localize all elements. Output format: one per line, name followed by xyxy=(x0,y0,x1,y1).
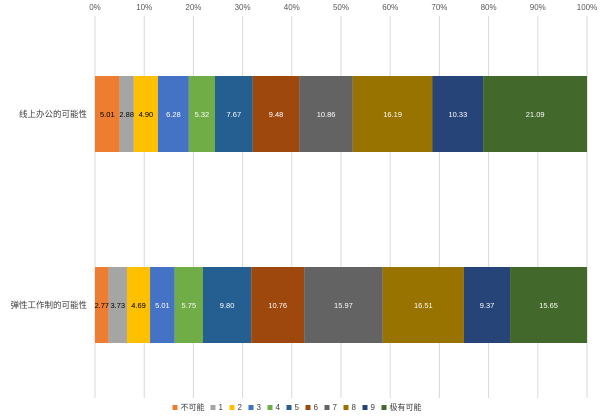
x-tick-label: 100% xyxy=(577,3,597,12)
bar-segment xyxy=(95,76,120,152)
legend-label: 不可能 xyxy=(181,402,205,412)
data-label: 9.37 xyxy=(480,301,495,310)
legend-swatch xyxy=(362,405,368,410)
legend-swatch xyxy=(210,405,216,410)
bar-segment xyxy=(299,76,353,152)
legend-label: 8 xyxy=(352,403,357,412)
bar-segment xyxy=(252,76,300,152)
bar-segment xyxy=(382,267,464,343)
bar-segment xyxy=(202,267,252,343)
bar-segment xyxy=(251,267,305,343)
data-label: 7.67 xyxy=(227,110,242,119)
bar-segment xyxy=(126,267,151,343)
x-tick-label: 0% xyxy=(89,3,101,12)
legend-swatch xyxy=(172,405,178,410)
legend-swatch xyxy=(229,405,235,410)
legend-swatch xyxy=(324,405,330,410)
data-label: 15.65 xyxy=(539,301,558,310)
bar-segment xyxy=(119,76,134,152)
data-label: 9.80 xyxy=(220,301,235,310)
x-tick-label: 10% xyxy=(136,3,152,12)
bar-segment xyxy=(214,76,253,152)
legend: 不可能 1 2 3 4 5 6 7 8 9 极有可能 xyxy=(172,402,422,412)
data-label: 10.86 xyxy=(317,110,336,119)
category-label: 弹性工作制的可能性 xyxy=(10,300,87,310)
legend-label: 4 xyxy=(276,403,281,412)
bar-segment xyxy=(352,76,433,152)
data-label: 15.97 xyxy=(334,301,353,310)
category-label: 线上办公的可能性 xyxy=(19,109,88,119)
x-tick-label: 30% xyxy=(235,3,251,12)
data-label: 3.73 xyxy=(110,301,125,310)
bar-segment xyxy=(108,267,127,343)
bar-segment xyxy=(510,267,588,343)
x-tick-label: 60% xyxy=(382,3,398,12)
legend-label: 6 xyxy=(314,403,319,412)
bar-segment xyxy=(188,76,215,152)
legend-swatch xyxy=(248,405,254,410)
x-tick-label: 50% xyxy=(333,3,349,12)
data-label: 5.75 xyxy=(182,301,197,310)
x-tick-label: 90% xyxy=(530,3,546,12)
legend-swatch xyxy=(305,405,311,410)
x-tick-label: 70% xyxy=(431,3,447,12)
data-label: 4.90 xyxy=(139,110,154,119)
data-label: 10.76 xyxy=(268,301,287,310)
data-label: 2.88 xyxy=(119,110,134,119)
legend-label: 5 xyxy=(295,403,300,412)
data-label: 10.33 xyxy=(448,110,467,119)
data-label: 2.77 xyxy=(95,301,110,310)
data-label: 6.28 xyxy=(166,110,181,119)
data-label: 21.09 xyxy=(526,110,545,119)
bars: 5.01 2.88 4.90 6.28 5.32 7.67 9.48 10.86 16.19 10… xyxy=(95,76,588,343)
x-tick-label: 40% xyxy=(284,3,300,12)
legend-swatch xyxy=(286,405,292,410)
legend-label: 3 xyxy=(257,403,262,412)
x-tick-label: 80% xyxy=(481,3,497,12)
x-axis-tick-labels: 0% 10% 20% 30% 40% 50% 60% 70% 80% 90% 100% xyxy=(89,3,597,12)
bar-segment xyxy=(432,76,484,152)
legend-swatch xyxy=(267,405,273,410)
x-tick-label: 20% xyxy=(185,3,201,12)
bar-segment xyxy=(157,76,189,152)
data-label: 9.48 xyxy=(269,110,284,119)
legend-label: 9 xyxy=(371,403,376,412)
data-label: 4.69 xyxy=(131,301,146,310)
legend-swatch xyxy=(381,405,387,410)
bar-segment xyxy=(463,267,511,343)
data-label: 16.51 xyxy=(414,301,433,310)
legend-label: 极有可能 xyxy=(390,402,422,412)
bar-segment xyxy=(150,267,175,343)
data-label: 5.01 xyxy=(155,301,170,310)
data-label: 5.01 xyxy=(100,110,115,119)
bar-segment xyxy=(174,267,203,343)
data-label: 5.32 xyxy=(195,110,210,119)
data-label: 16.19 xyxy=(383,110,402,119)
bar-segment xyxy=(133,76,158,152)
bar-segment xyxy=(483,76,588,152)
legend-label: 7 xyxy=(333,403,338,412)
legend-label: 2 xyxy=(238,403,243,412)
legend-label: 1 xyxy=(219,403,224,412)
legend-swatch xyxy=(343,405,349,410)
bar-segment xyxy=(304,267,383,343)
bar-segment xyxy=(95,267,109,343)
